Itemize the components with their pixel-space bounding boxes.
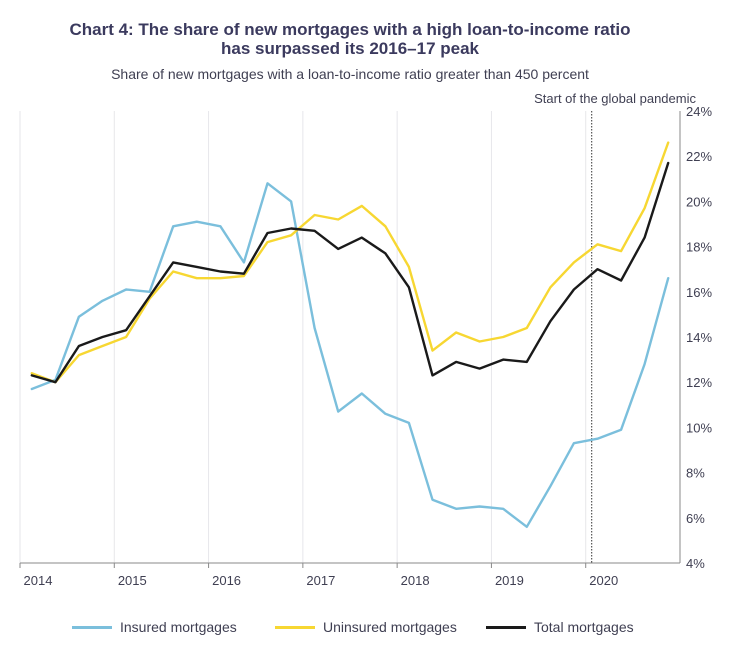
series-line-uninsured [30,141,670,384]
annotation-layer: Start of the global pandemic [534,91,696,563]
y-tick-label-14: 14% [686,330,712,345]
x-tick-label-2018: 2018 [401,573,430,588]
chart-title: Chart 4: The share of new mortgages with… [0,20,700,58]
legend-label-uninsured: Uninsured mortgages [323,619,457,635]
legend-label-insured: Insured mortgages [120,619,237,635]
y-tick-label-10: 10% [686,420,712,435]
x-tick-label-2016: 2016 [212,573,241,588]
x-tick-label-2017: 2017 [306,573,335,588]
legend-swatch-uninsured [275,625,315,629]
y-tick-label-8: 8% [686,466,705,481]
legend-item-insured: Insured mortgages [72,616,237,638]
x-tick-label-2014: 2014 [24,573,53,588]
legend-item-uninsured: Uninsured mortgages [275,616,457,638]
chart-subtitle: Share of new mortgages with a loan-to-in… [111,66,589,82]
x-tick-label-2015: 2015 [118,573,147,588]
y-tick-label-16: 16% [686,285,712,300]
y-tick-label-4: 4% [686,556,705,571]
series-layer [30,141,670,528]
chart-title-line2: has surpassed its 2016–17 peak [221,39,479,58]
y-tick-label-22: 22% [686,149,712,164]
legend-swatch-insured [72,625,112,629]
grid-layer [19,111,587,563]
series-line-total [30,161,670,384]
axis-layer: 2014 2015 2016 2017 2018 2019 2020 4% 6% 8% 10% 12%… [19,104,712,588]
legend-swatch-total [486,625,526,629]
legend: Insured mortgages Uninsured mortgages To… [0,616,740,638]
y-tick-label-12: 12% [686,375,712,390]
chart-title-line1: Chart 4: The share of new mortgages with… [69,20,631,39]
legend-item-total: Total mortgages [486,616,634,638]
y-tick-label-24: 24% [686,104,712,119]
pandemic-annotation-label: Start of the global pandemic [534,91,696,106]
y-tick-label-18: 18% [686,240,712,255]
x-tick-label-2020: 2020 [589,573,618,588]
y-tick-label-6: 6% [686,511,705,526]
x-tick-label-2019: 2019 [495,573,524,588]
legend-label-total: Total mortgages [534,619,634,635]
y-tick-label-20: 20% [686,194,712,209]
series-line-insured [30,182,670,528]
